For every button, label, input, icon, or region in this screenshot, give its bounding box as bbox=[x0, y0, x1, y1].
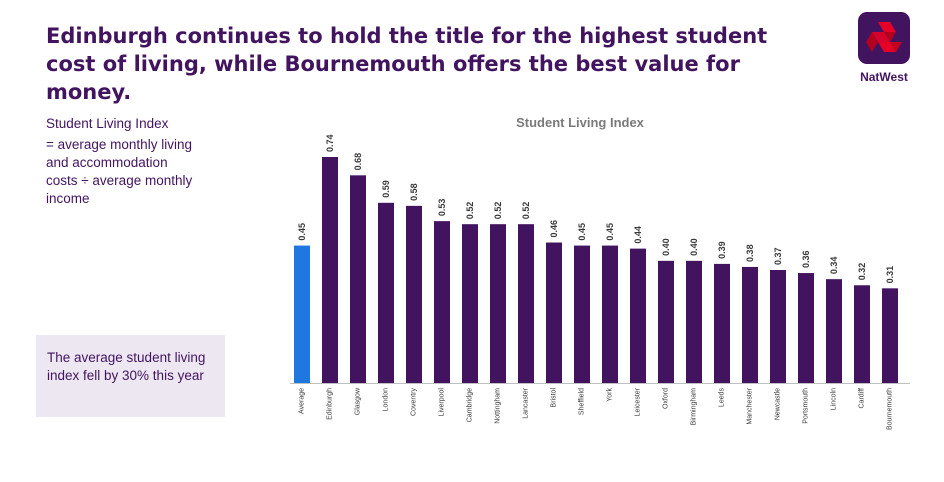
value-label: 0.45 bbox=[577, 223, 587, 241]
value-label: 0.34 bbox=[829, 257, 839, 275]
category-label: Birmingham bbox=[691, 388, 698, 426]
bar-lancaster bbox=[518, 224, 534, 383]
category-label: Leicester bbox=[635, 387, 642, 416]
bar-bournemouth bbox=[882, 288, 898, 383]
bar-oxford bbox=[658, 260, 674, 383]
bar-birmingham bbox=[686, 260, 702, 383]
bar-york bbox=[602, 245, 618, 383]
value-label: 0.59 bbox=[381, 180, 391, 198]
definition-line: and accommodation bbox=[46, 155, 168, 170]
chart-title: Student Living Index bbox=[516, 115, 645, 130]
category-label: Coventry bbox=[411, 388, 418, 417]
value-label: 0.45 bbox=[605, 223, 615, 241]
natwest-cubes-icon bbox=[858, 12, 910, 64]
category-label: London bbox=[383, 388, 390, 411]
category-label: Sheffield bbox=[579, 388, 586, 415]
category-label: Portsmouth bbox=[803, 388, 810, 424]
value-label: 0.39 bbox=[717, 241, 727, 259]
bar-london bbox=[378, 202, 394, 383]
bar-cardiff bbox=[854, 285, 870, 383]
index-definition: Student Living Index = average monthly l… bbox=[46, 115, 246, 208]
bar-leicester bbox=[630, 248, 646, 383]
category-label: Bournemouth bbox=[887, 388, 894, 430]
value-label: 0.45 bbox=[297, 223, 307, 241]
value-label: 0.40 bbox=[689, 238, 699, 256]
category-label: Nottingham bbox=[495, 388, 502, 424]
category-label: Cambridge bbox=[467, 388, 474, 422]
category-label: Average bbox=[299, 388, 306, 414]
bar-sheffield bbox=[574, 245, 590, 383]
definition-term: Student Living Index bbox=[46, 116, 169, 131]
category-label: Cardiff bbox=[859, 388, 866, 409]
definition-line: income bbox=[46, 191, 90, 206]
category-label: York bbox=[607, 388, 614, 402]
value-label: 0.38 bbox=[745, 244, 755, 262]
value-label: 0.37 bbox=[773, 247, 783, 265]
bar-nottingham bbox=[490, 224, 506, 383]
value-label: 0.40 bbox=[661, 238, 671, 256]
definition-line: = average monthly living bbox=[46, 137, 192, 152]
bar-coventry bbox=[406, 205, 422, 383]
category-label: Newcastle bbox=[775, 388, 782, 420]
definition-line: costs ÷ average monthly bbox=[46, 173, 193, 188]
brand-name: NatWest bbox=[860, 70, 908, 84]
bar-leeds bbox=[714, 263, 730, 383]
category-label: Lancaster bbox=[523, 387, 530, 418]
value-label: 0.74 bbox=[325, 134, 335, 152]
value-label: 0.44 bbox=[633, 226, 643, 244]
value-label: 0.58 bbox=[409, 183, 419, 201]
value-label: 0.52 bbox=[493, 202, 503, 220]
category-label: Oxford bbox=[663, 388, 670, 409]
value-label: 0.53 bbox=[437, 199, 447, 217]
callout-box: The average student living index fell by… bbox=[36, 335, 225, 417]
category-label: Manchester bbox=[747, 387, 754, 424]
bar-manchester bbox=[742, 266, 758, 383]
category-label: Leeds bbox=[719, 388, 726, 408]
value-label: 0.36 bbox=[801, 251, 811, 269]
bar-liverpool bbox=[434, 221, 450, 383]
value-label: 0.46 bbox=[549, 220, 559, 238]
callout-text: The average student living index fell by… bbox=[47, 350, 206, 383]
student-living-index-chart: Student Living Index 0.45 Average 0.74 Edinb… bbox=[290, 115, 910, 430]
bar-portsmouth bbox=[798, 273, 814, 383]
category-label: Edinburgh bbox=[327, 388, 334, 420]
value-label: 0.52 bbox=[521, 202, 531, 220]
bar-bristol bbox=[546, 242, 562, 383]
category-label: Glasgow bbox=[355, 387, 362, 415]
category-label: Liverpool bbox=[439, 388, 446, 417]
bar-cambridge bbox=[462, 224, 478, 383]
bar-newcastle bbox=[770, 270, 786, 383]
bar-lincoln bbox=[826, 279, 842, 383]
bar-glasgow bbox=[350, 175, 366, 383]
page-title: Edinburgh continues to hold the title fo… bbox=[46, 24, 768, 104]
bar-edinburgh bbox=[322, 157, 338, 383]
category-label: Lincoln bbox=[831, 388, 838, 410]
natwest-logo: NatWest bbox=[853, 12, 915, 88]
bar-average bbox=[294, 245, 310, 383]
value-label: 0.68 bbox=[353, 153, 363, 171]
category-label: Bristol bbox=[551, 388, 558, 408]
value-label: 0.31 bbox=[885, 266, 895, 284]
value-label: 0.32 bbox=[857, 263, 867, 281]
value-label: 0.52 bbox=[465, 202, 475, 220]
